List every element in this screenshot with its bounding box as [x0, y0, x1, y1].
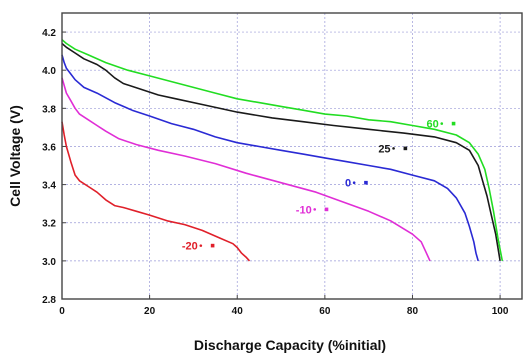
series-label-marker: [451, 121, 456, 126]
tick-layer: 0 20 40 60 80 100 2.8 3.0 3.2 3.4 3.6 3.8 4.0 4.2: [42, 28, 509, 317]
x-tick-label: 80: [407, 306, 419, 317]
series-label-marker: [324, 207, 329, 212]
series-label-60: 60: [427, 119, 439, 131]
series-label-layer: -20 -10 0 25 60: [182, 119, 456, 253]
series-line-0: [61, 54, 479, 262]
y-tick-label: 3.6: [42, 142, 56, 153]
y-tick-label: 3.8: [42, 104, 56, 115]
series-label-25: 25: [378, 143, 390, 155]
x-tick-label: 40: [232, 306, 244, 317]
series-label-dot: [313, 208, 317, 211]
x-tick-label: 0: [59, 306, 65, 317]
y-tick-label: 4.2: [42, 28, 56, 39]
series-label-marker: [403, 146, 408, 151]
y-tick-label: 3.0: [42, 257, 56, 268]
series-layer: [61, 39, 504, 262]
x-tick-label: 60: [319, 306, 331, 317]
series-label-dot: [199, 244, 203, 247]
series-line-25: [61, 42, 501, 262]
plot-frame: [61, 12, 523, 300]
series-label-dot: [392, 147, 395, 150]
x-axis-title: Discharge Capacity (%initial): [194, 337, 386, 353]
grid-layer: [61, 13, 522, 300]
series-label-dot: [352, 181, 356, 184]
series-label-marker: [364, 180, 368, 185]
series-label-minus10: -10: [296, 204, 312, 216]
y-tick-label: 2.8: [42, 295, 56, 306]
series-line-minus20: [61, 121, 251, 262]
series-label-minus20: -20: [182, 241, 198, 253]
x-tick-label: 100: [492, 306, 509, 317]
y-tick-label: 4.0: [42, 66, 56, 77]
x-tick-label: 20: [144, 306, 156, 317]
series-label-0: 0: [345, 178, 351, 190]
series-line-minus10: [61, 77, 431, 262]
y-axis-title: Cell Voltage (V): [7, 105, 23, 207]
y-tick-label: 3.4: [42, 181, 56, 192]
series-line-60: [61, 39, 504, 262]
series-label-dot: [440, 122, 444, 125]
series-label-marker: [210, 243, 215, 248]
y-tick-label: 3.2: [42, 219, 56, 230]
